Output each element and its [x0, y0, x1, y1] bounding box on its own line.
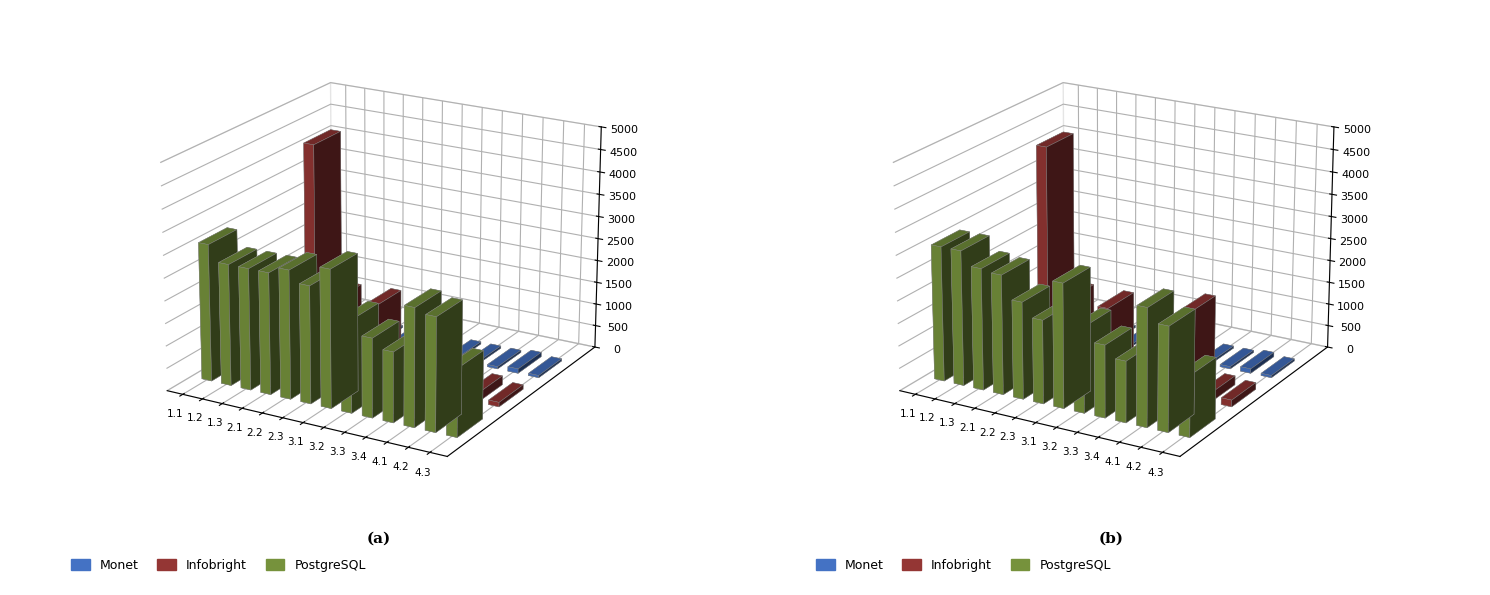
- Text: (a): (a): [367, 531, 390, 546]
- Legend: Monet, Infobright, PostgreSQL: Monet, Infobright, PostgreSQL: [811, 554, 1116, 577]
- Text: (b): (b): [1098, 531, 1123, 546]
- Legend: Monet, Infobright, PostgreSQL: Monet, Infobright, PostgreSQL: [66, 554, 371, 577]
